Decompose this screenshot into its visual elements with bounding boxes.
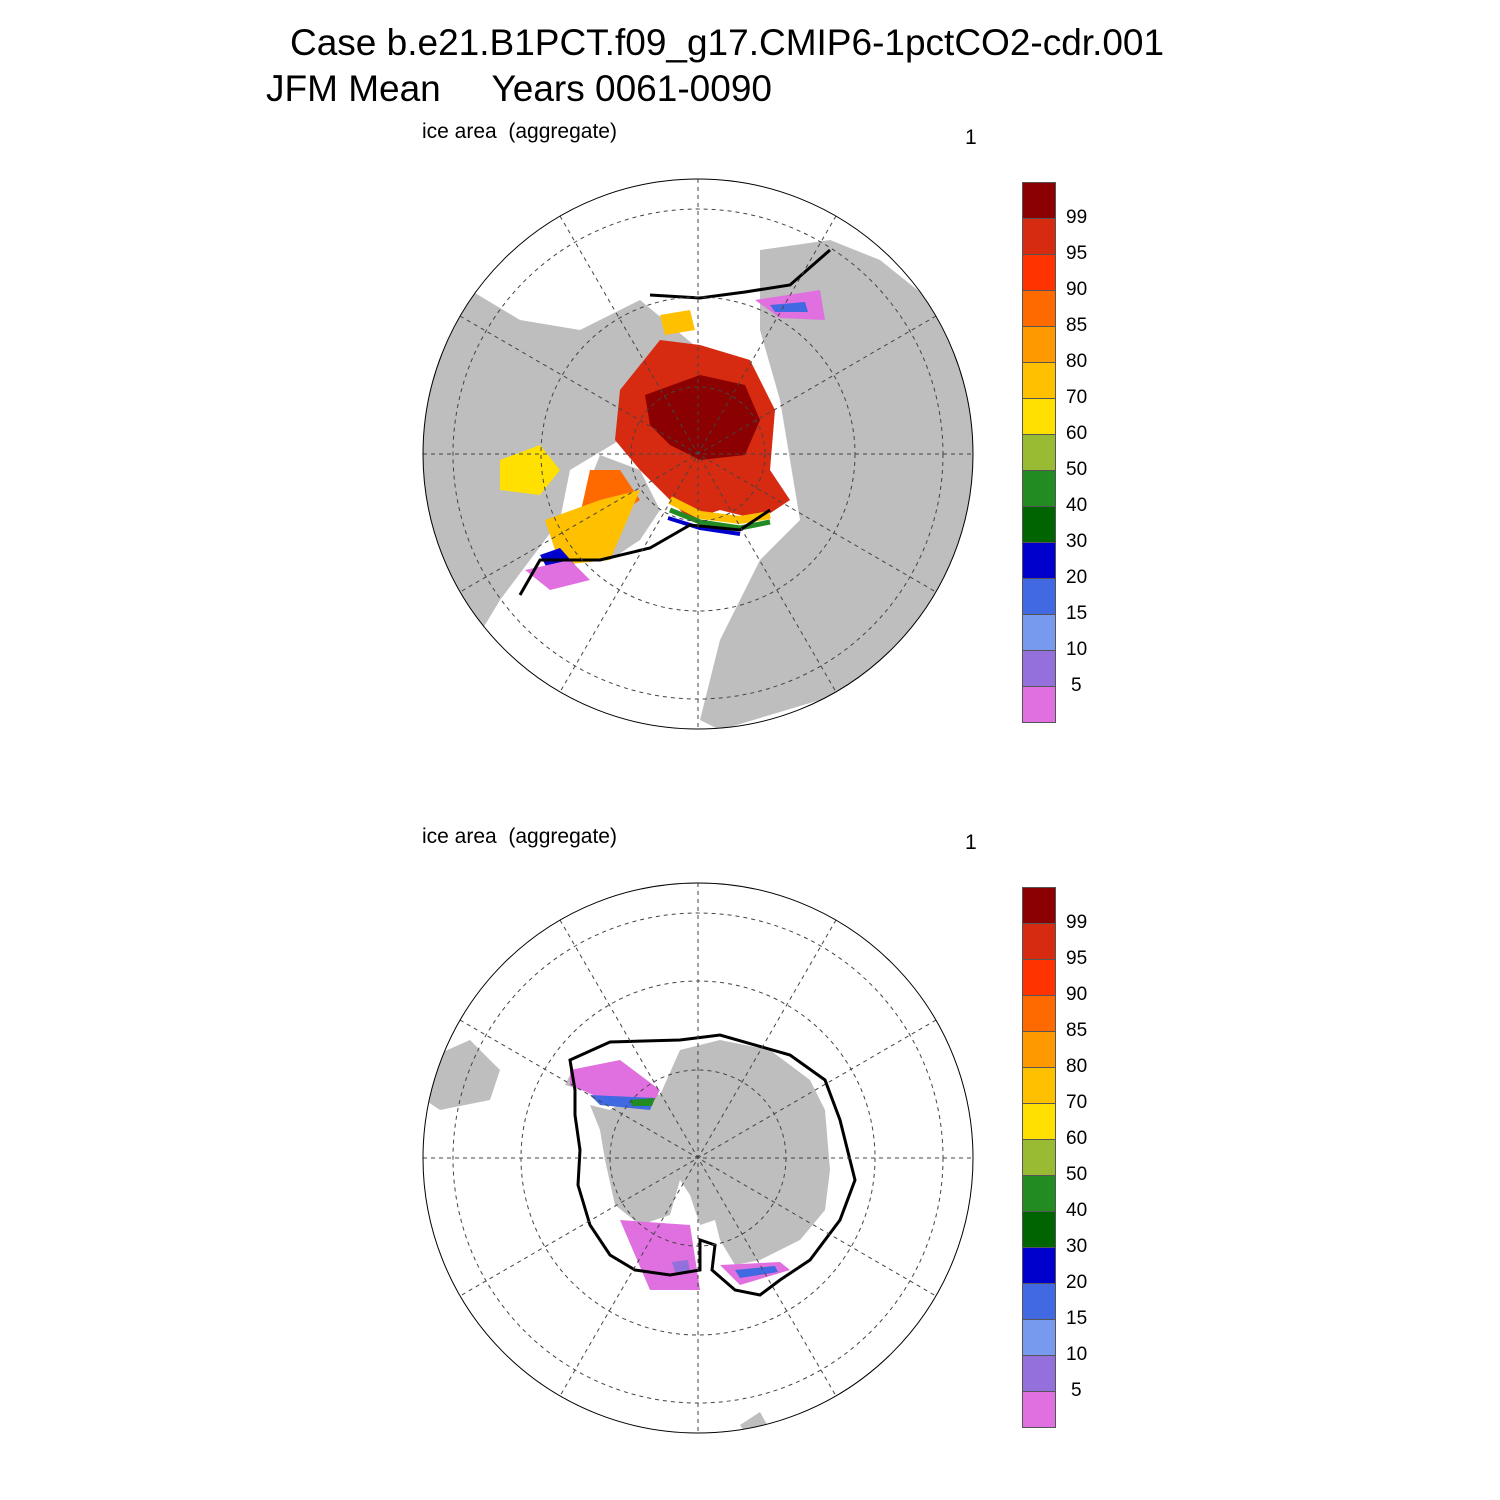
colorbar-south-label: 90: [1066, 984, 1088, 1005]
colorbar-north-label: 80: [1066, 351, 1088, 372]
colorbar-north-swatch: [1022, 506, 1056, 543]
north-ice-labrador-low: [525, 560, 590, 590]
colorbar-south-label: 20: [1066, 1272, 1088, 1293]
colorbar-south-label: 70: [1066, 1092, 1088, 1113]
colorbar-north-swatch: [1022, 542, 1056, 579]
colorbar-north-swatch: [1022, 362, 1056, 399]
panel-number-south: 1: [965, 831, 977, 854]
south-polar-map: [422, 882, 974, 1434]
colorbar-north-swatch: [1022, 470, 1056, 507]
colorbar-north-swatch: [1022, 290, 1056, 327]
north-ice-bering: [660, 310, 695, 335]
colorbar-south-swatch: [1022, 887, 1056, 924]
colorbar-north-label: 50: [1066, 459, 1088, 480]
colorbar-south-swatch: [1022, 1391, 1056, 1428]
colorbar-south-swatch: [1022, 959, 1056, 996]
figure-title-line-2: JFM Mean Years 0061-0090: [266, 68, 772, 109]
colorbar-north-swatch: [1022, 434, 1056, 471]
figure-title-line-1: Case b.e21.B1PCT.f09_g17.CMIP6-1pctCO2-c…: [290, 22, 1165, 63]
colorbar-south-swatch: [1022, 1355, 1056, 1392]
colorbar-south-swatch: [1022, 995, 1056, 1032]
colorbar-north-label: 5: [1071, 675, 1082, 696]
colorbar-south-swatch: [1022, 1103, 1056, 1140]
south-ice-edge-contour: [568, 1033, 857, 1297]
colorbar-north-swatch: [1022, 650, 1056, 687]
south-ice-weddell-low: [570, 1060, 660, 1100]
colorbar-south-label: 60: [1066, 1128, 1088, 1149]
colorbar-north-label: 40: [1066, 495, 1088, 516]
panel-label-south: ice area (aggregate): [422, 825, 617, 848]
colorbar-south-label: 80: [1066, 1056, 1088, 1077]
colorbar-north-swatch: [1022, 326, 1056, 363]
colorbar-south-label: 40: [1066, 1200, 1088, 1221]
panel-number-north: 1: [965, 126, 977, 149]
colorbar-north-swatch: [1022, 218, 1056, 255]
colorbar-south-swatch: [1022, 1139, 1056, 1176]
north-graticule: [423, 179, 973, 729]
panel-label-north: ice area (aggregate): [422, 120, 617, 143]
colorbar-south-label: 30: [1066, 1236, 1088, 1257]
south-map-border: [422, 882, 974, 1434]
north-map-border: [422, 178, 974, 730]
colorbar-south-swatch: [1022, 1067, 1056, 1104]
colorbar-north-label: 20: [1066, 567, 1088, 588]
colorbar-south-label: 50: [1066, 1164, 1088, 1185]
north-polar-map: [422, 178, 974, 730]
colorbar-south-swatch: [1022, 1031, 1056, 1068]
south-land-south-america: [425, 1040, 500, 1110]
colorbar-north-swatch: [1022, 182, 1056, 219]
colorbar-north-label: 95: [1066, 243, 1088, 264]
colorbar-north-swatch: [1022, 398, 1056, 435]
colorbar-south-label: 10: [1066, 1344, 1088, 1365]
colorbar-south-swatch: [1022, 923, 1056, 960]
colorbar-north-label: 85: [1066, 315, 1088, 336]
colorbar-south-swatch: [1022, 1283, 1056, 1320]
colorbar-north-label: 30: [1066, 531, 1088, 552]
colorbar-north-swatch: [1022, 686, 1056, 723]
colorbar-south-label: 85: [1066, 1020, 1088, 1041]
colorbar-north-label: 15: [1066, 603, 1088, 624]
colorbar-south-swatch: [1022, 1319, 1056, 1356]
colorbar-north-label: 10: [1066, 639, 1088, 660]
north-ice-hudson: [500, 445, 560, 495]
colorbar-south: [1022, 887, 1056, 1429]
colorbar-south-label: 99: [1066, 912, 1088, 933]
colorbar-south-label: 15: [1066, 1308, 1088, 1329]
colorbar-south-label: 5: [1071, 1380, 1082, 1401]
colorbar-north-swatch: [1022, 254, 1056, 291]
colorbar-north-label: 99: [1066, 207, 1088, 228]
colorbar-south-swatch: [1022, 1211, 1056, 1248]
colorbar-north-label: 60: [1066, 423, 1088, 444]
colorbar-north-swatch: [1022, 578, 1056, 615]
north-ice-labrador-band: [545, 490, 640, 565]
colorbar-north: [1022, 182, 1056, 724]
colorbar-north-swatch: [1022, 614, 1056, 651]
south-graticule: [423, 883, 973, 1433]
colorbar-south-swatch: [1022, 1175, 1056, 1212]
colorbar-north-label: 70: [1066, 387, 1088, 408]
colorbar-south-label: 95: [1066, 948, 1088, 969]
colorbar-north-label: 90: [1066, 279, 1088, 300]
north-land-eurasia: [700, 240, 973, 729]
colorbar-south-swatch: [1022, 1247, 1056, 1284]
